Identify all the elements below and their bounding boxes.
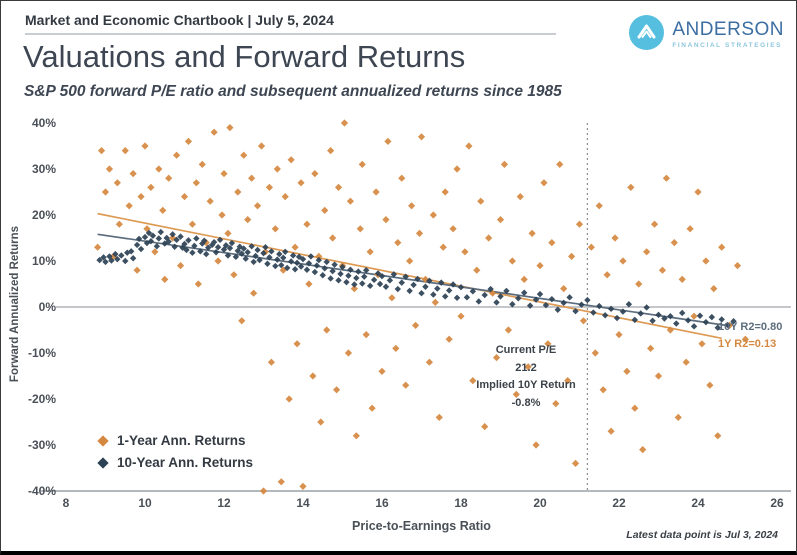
logo-name: ANDERSON [672,19,784,40]
page-title: Valuations and Forward Returns [23,39,466,74]
legend-item-1y: 1-Year Ann. Returns [97,433,253,448]
trend-line-10y [97,233,730,327]
header-divider [25,33,556,35]
legend-item-10y: 10-Year Ann. Returns [97,455,254,470]
x-tick-label: 18 [454,496,468,510]
x-axis-title: Price-to-Earnings Ratio [352,519,491,533]
header-title: Market and Economic Chartbook | July 5, … [25,12,334,28]
diamond-swatch-10y-icon [97,456,109,469]
x-tick-label: 26 [770,496,784,510]
latest-data-footnote: Latest data point is Jul 3, 2024 [626,529,778,541]
y-tick-label: 20% [32,208,56,222]
scatter-points-10y [96,228,737,331]
y-tick-label: 10% [32,254,56,268]
legend-label-1y: 1-Year Ann. Returns [117,433,246,448]
y-tick-label: 30% [32,162,56,176]
r2-label-10y: 10Y R2=0.80 [718,321,783,333]
company-logo: ANDERSON FINANCIAL STRATEGIES [629,15,784,50]
x-tick-label: 22 [612,496,626,510]
y-tick-label: -30% [28,438,56,452]
diamond-swatch-1y-icon [97,434,109,447]
logo-tagline: FINANCIAL STRATEGIES [672,42,783,49]
x-tick-label: 16 [375,496,389,510]
y-tick-label: -10% [28,346,56,360]
x-tick-label: 24 [691,496,705,510]
r2-label-1y: 1Y R2=0.13 [718,338,777,350]
y-tick-label: 0% [39,300,57,314]
x-tick-label: 8 [63,496,70,510]
x-tick-label: 14 [296,496,310,510]
trend-line-1y [97,212,722,340]
x-tick-label: 20 [533,496,547,510]
legend-label-10y: 10-Year Ann. Returns [117,455,254,470]
y-tick-label: -40% [28,484,56,498]
y-axis-title: Forward Annualized Returns [9,225,21,383]
page-subtitle: S&P 500 forward P/E ratio and subsequent… [24,83,562,100]
y-tick-label: 40% [32,116,56,130]
x-tick-label: 10 [138,496,152,510]
chart-legend: 1-Year Ann. Returns 10-Year Ann. Returns [97,433,254,477]
current-pe-annotation: Current P/E 21.2 Implied 10Y Return -0.8… [476,344,576,409]
y-tick-label: -20% [28,392,56,406]
x-tick-label: 12 [217,496,231,510]
logo-chevron-icon [629,15,665,50]
